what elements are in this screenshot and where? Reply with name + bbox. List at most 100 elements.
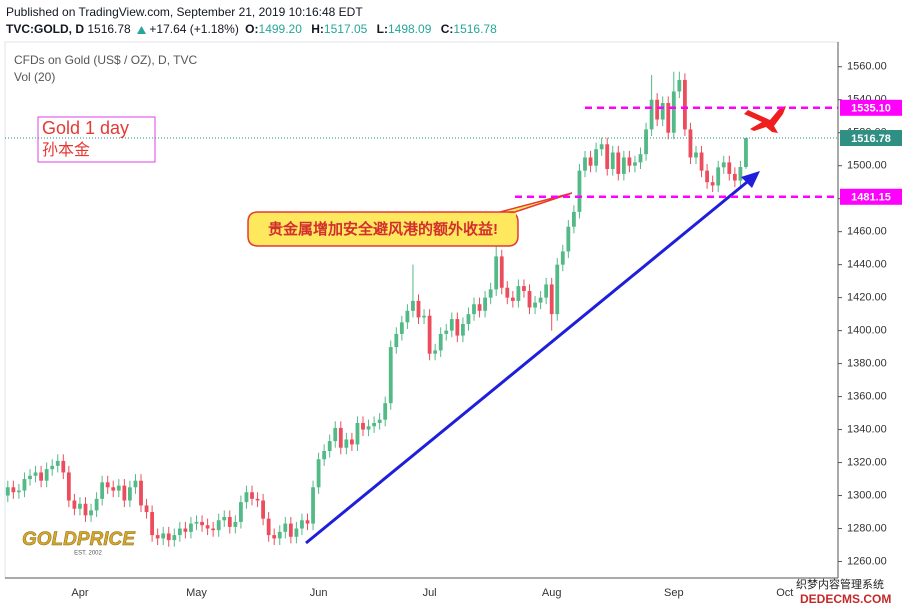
candle-body	[94, 498, 99, 511]
candle-body	[105, 482, 110, 488]
candle-body	[377, 419, 382, 423]
candle-body	[605, 144, 610, 169]
candle-body	[233, 521, 238, 527]
candle-body	[444, 330, 449, 334]
candle-body	[350, 439, 354, 445]
candle-body	[688, 129, 693, 158]
note-box	[37, 116, 156, 163]
candle-body	[572, 211, 576, 227]
candle-body	[111, 487, 116, 491]
candle-body	[599, 144, 604, 150]
h-value: 1517.05	[323, 22, 368, 36]
candle-body	[533, 302, 537, 308]
candle-body	[499, 256, 504, 288]
x-tick-label: Oct	[776, 587, 793, 599]
y-tick-label: 1440.00	[847, 259, 887, 271]
x-tick-label: Jun	[310, 587, 328, 599]
y-tick-label: 1380.00	[847, 358, 887, 370]
candle-body	[205, 525, 210, 529]
x-tick-label: Sep	[664, 587, 684, 599]
candle-body	[161, 533, 166, 539]
candle-body	[166, 533, 171, 541]
candle-body	[200, 521, 204, 526]
candle-body	[333, 427, 338, 442]
candle-body	[472, 304, 476, 315]
candle-body	[416, 300, 421, 318]
candle-body	[177, 528, 182, 536]
candle-body	[283, 523, 288, 532]
candle-body	[300, 520, 304, 529]
candle-body	[699, 152, 704, 171]
candle-body	[594, 149, 598, 166]
candle-body	[250, 492, 254, 499]
l-label: L:	[376, 22, 388, 36]
symbol: TVC:GOLD, D	[6, 22, 84, 36]
candle-body	[588, 157, 593, 166]
site-url: DEDECMS.COM	[800, 592, 891, 606]
candle-body	[33, 472, 38, 476]
ohlc-c: C:1516.78	[441, 22, 500, 36]
up-arrow	[137, 26, 147, 35]
candle-body	[222, 516, 227, 521]
candle-body	[422, 315, 426, 318]
candle-body	[272, 535, 277, 539]
candle-body	[133, 480, 138, 488]
candle-body	[194, 521, 199, 524]
candle-body	[183, 528, 188, 532]
candle-body	[394, 333, 399, 348]
candle-body	[383, 403, 388, 420]
callout-joint	[500, 213, 516, 216]
y-tick-label: 1360.00	[847, 390, 887, 402]
candle-body	[694, 152, 698, 158]
candle-body	[633, 162, 637, 166]
candle-body	[677, 79, 682, 92]
candle-body	[666, 103, 671, 133]
callout	[247, 192, 573, 247]
candle-body	[721, 162, 726, 168]
candle-body	[55, 460, 60, 466]
candle-body	[89, 510, 93, 516]
o-label: O:	[245, 22, 259, 36]
candle-body	[327, 441, 332, 452]
candle-body	[244, 492, 249, 503]
candle-body	[583, 157, 587, 171]
callout-text: 贵金属增加安全避风港的额外收益!	[268, 220, 498, 238]
candle-body	[538, 297, 543, 303]
candle-body	[644, 129, 648, 155]
candle-body	[361, 422, 365, 430]
candle-body	[610, 152, 615, 169]
candle-body	[39, 472, 43, 481]
candle-body	[705, 170, 709, 183]
published: Published on TradingView.com, September …	[6, 5, 363, 19]
candle-body	[5, 487, 10, 496]
y-tick-label: 1280.00	[847, 522, 887, 534]
candle-body	[738, 167, 743, 181]
y-tick-label: 1400.00	[847, 325, 887, 337]
candle-body	[239, 502, 243, 522]
candle-body	[510, 297, 515, 301]
candle-body	[732, 173, 737, 181]
candle-body	[261, 500, 265, 519]
candle-body	[744, 138, 748, 168]
candle-body	[555, 264, 560, 315]
candle-body	[405, 310, 410, 323]
candle-body	[522, 286, 526, 292]
candle-body	[66, 472, 71, 501]
candle-body	[483, 297, 487, 311]
candle-body	[638, 154, 643, 163]
candle-body	[172, 535, 177, 541]
candle-body	[288, 523, 293, 537]
candle-body	[710, 182, 715, 186]
price-tag-label: 1481.15	[851, 192, 891, 204]
chart-subtitle: Vol (20)	[14, 70, 55, 84]
candle-body	[227, 516, 232, 527]
candle-body	[455, 319, 460, 336]
y-tick-label: 1260.00	[847, 555, 887, 567]
candle-body	[322, 451, 327, 460]
candle-body	[344, 439, 349, 448]
candle-body	[527, 291, 532, 308]
candle-body	[516, 286, 521, 301]
candle-body	[83, 503, 88, 516]
candle-body	[671, 91, 676, 133]
ohlc-l: L:1498.09	[377, 22, 435, 36]
